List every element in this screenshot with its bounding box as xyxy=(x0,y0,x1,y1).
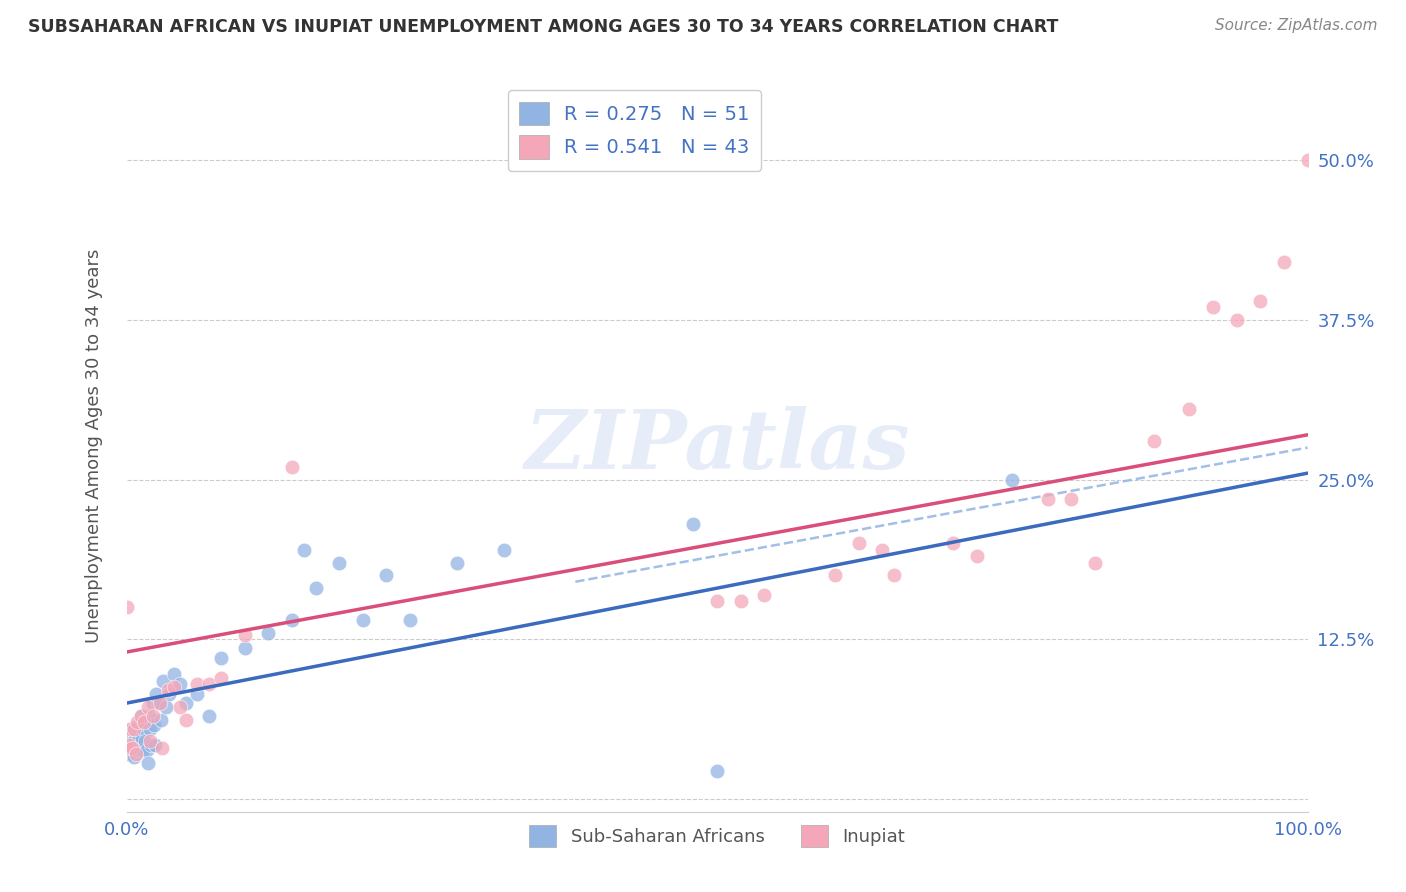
Point xyxy=(118,739,141,753)
Point xyxy=(304,581,326,595)
Point xyxy=(292,542,315,557)
Point xyxy=(682,517,704,532)
Point xyxy=(156,683,179,698)
Point xyxy=(148,696,170,710)
Point xyxy=(883,568,905,582)
Text: ZIPatlas: ZIPatlas xyxy=(524,406,910,486)
Point xyxy=(1226,313,1249,327)
Point xyxy=(129,709,152,723)
Point xyxy=(754,588,776,602)
Point xyxy=(127,719,149,733)
Y-axis label: Unemployment Among Ages 30 to 34 years: Unemployment Among Ages 30 to 34 years xyxy=(84,249,103,643)
Point xyxy=(163,680,186,694)
Point xyxy=(174,696,197,710)
Point xyxy=(155,700,177,714)
Point xyxy=(233,628,256,642)
Point xyxy=(143,739,166,753)
Legend: Sub-Saharan Africans, Inupiat: Sub-Saharan Africans, Inupiat xyxy=(522,817,912,854)
Point xyxy=(1249,293,1271,308)
Point xyxy=(136,756,159,771)
Point xyxy=(328,556,350,570)
Point xyxy=(141,739,163,753)
Point xyxy=(198,677,221,691)
Point xyxy=(233,641,256,656)
Text: Source: ZipAtlas.com: Source: ZipAtlas.com xyxy=(1215,18,1378,33)
Point xyxy=(132,743,155,757)
Point xyxy=(134,734,156,748)
Point xyxy=(149,696,172,710)
Point xyxy=(494,542,516,557)
Point xyxy=(942,536,965,550)
Point xyxy=(134,715,156,730)
Point xyxy=(257,625,280,640)
Point xyxy=(446,556,468,570)
Point xyxy=(145,687,167,701)
Point xyxy=(174,713,197,727)
Point xyxy=(128,743,150,757)
Point xyxy=(281,459,304,474)
Point xyxy=(1272,255,1295,269)
Point xyxy=(1001,473,1024,487)
Point xyxy=(150,740,173,755)
Point xyxy=(1084,556,1107,570)
Point xyxy=(375,568,398,582)
Point xyxy=(120,743,142,757)
Point xyxy=(138,709,160,723)
Point xyxy=(198,709,221,723)
Point xyxy=(706,594,728,608)
Point xyxy=(152,674,174,689)
Point xyxy=(121,739,143,753)
Point xyxy=(121,740,143,755)
Point xyxy=(124,731,146,745)
Point xyxy=(706,764,728,778)
Point xyxy=(127,715,149,730)
Point xyxy=(149,713,172,727)
Point xyxy=(125,747,148,762)
Point xyxy=(135,743,157,757)
Point xyxy=(134,722,156,736)
Point xyxy=(966,549,988,564)
Point xyxy=(352,613,374,627)
Point xyxy=(117,747,139,762)
Point xyxy=(1143,434,1166,449)
Point xyxy=(186,687,208,701)
Point xyxy=(141,709,163,723)
Point xyxy=(122,722,145,736)
Point xyxy=(399,613,422,627)
Point xyxy=(125,743,148,757)
Point xyxy=(209,651,232,665)
Point xyxy=(169,677,191,691)
Point xyxy=(136,700,159,714)
Point xyxy=(186,677,208,691)
Text: SUBSAHARAN AFRICAN VS INUPIAT UNEMPLOYMENT AMONG AGES 30 TO 34 YEARS CORRELATION: SUBSAHARAN AFRICAN VS INUPIAT UNEMPLOYME… xyxy=(28,18,1059,36)
Point xyxy=(872,542,894,557)
Point xyxy=(142,718,165,732)
Point xyxy=(131,731,153,745)
Point xyxy=(129,709,152,723)
Point xyxy=(209,671,232,685)
Point xyxy=(118,728,141,742)
Point xyxy=(1202,300,1225,314)
Point xyxy=(115,740,138,755)
Point xyxy=(115,740,138,755)
Point xyxy=(281,613,304,627)
Point xyxy=(157,687,180,701)
Point xyxy=(163,666,186,681)
Point xyxy=(848,536,870,550)
Point xyxy=(120,722,142,736)
Point xyxy=(139,734,162,748)
Point xyxy=(122,749,145,764)
Point xyxy=(115,600,138,615)
Point xyxy=(141,696,163,710)
Point xyxy=(169,700,191,714)
Point xyxy=(1036,491,1059,506)
Point xyxy=(824,568,846,582)
Point xyxy=(1296,153,1319,168)
Point xyxy=(730,594,752,608)
Point xyxy=(127,734,149,748)
Point xyxy=(139,722,162,736)
Point xyxy=(1178,402,1201,417)
Point xyxy=(120,722,142,736)
Point xyxy=(1060,491,1083,506)
